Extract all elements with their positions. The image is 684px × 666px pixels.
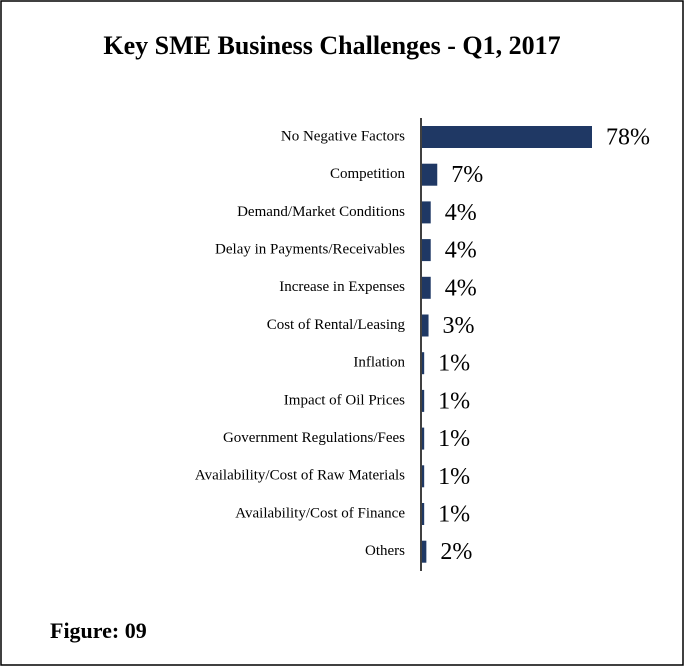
- figure-label: Figure: 09: [50, 618, 147, 643]
- chart-title: Key SME Business Challenges - Q1, 2017: [103, 31, 560, 60]
- category-label: Impact of Oil Prices: [284, 392, 405, 408]
- value-label: 4%: [445, 238, 477, 264]
- category-label: Demand/Market Conditions: [237, 204, 405, 220]
- bar: [422, 389, 425, 412]
- value-label: 1%: [438, 388, 470, 414]
- category-label: Inflation: [353, 355, 405, 371]
- bar: [422, 465, 425, 488]
- bar: [422, 276, 431, 299]
- bar: [422, 239, 431, 262]
- category-label: Availability/Cost of Raw Materials: [195, 468, 405, 484]
- category-label: Others: [365, 543, 405, 559]
- bar: [422, 503, 425, 525]
- value-label: 1%: [438, 351, 470, 377]
- bar: [422, 163, 438, 186]
- value-label: 1%: [438, 426, 470, 452]
- bar: [422, 314, 429, 337]
- bar: [422, 201, 431, 224]
- value-label: 4%: [445, 275, 477, 301]
- value-label: 1%: [438, 502, 470, 528]
- category-label: Delay in Payments/Receivables: [215, 242, 405, 258]
- category-label: Availability/Cost of Finance: [235, 505, 405, 521]
- category-label: Increase in Expenses: [279, 279, 405, 295]
- value-label: 1%: [438, 464, 470, 490]
- value-label: 4%: [445, 200, 477, 226]
- category-label: Cost of Rental/Leasing: [267, 317, 406, 333]
- value-label: 2%: [440, 539, 472, 565]
- bar: [422, 427, 425, 450]
- bar: [422, 352, 425, 375]
- category-label: Competition: [330, 166, 406, 182]
- category-label: Government Regulations/Fees: [223, 430, 405, 446]
- bar: [422, 540, 427, 563]
- value-label: 7%: [451, 162, 483, 188]
- value-label: 78%: [606, 125, 650, 151]
- value-label: 3%: [443, 313, 475, 339]
- category-label: No Negative Factors: [281, 128, 405, 144]
- bar: [422, 126, 592, 148]
